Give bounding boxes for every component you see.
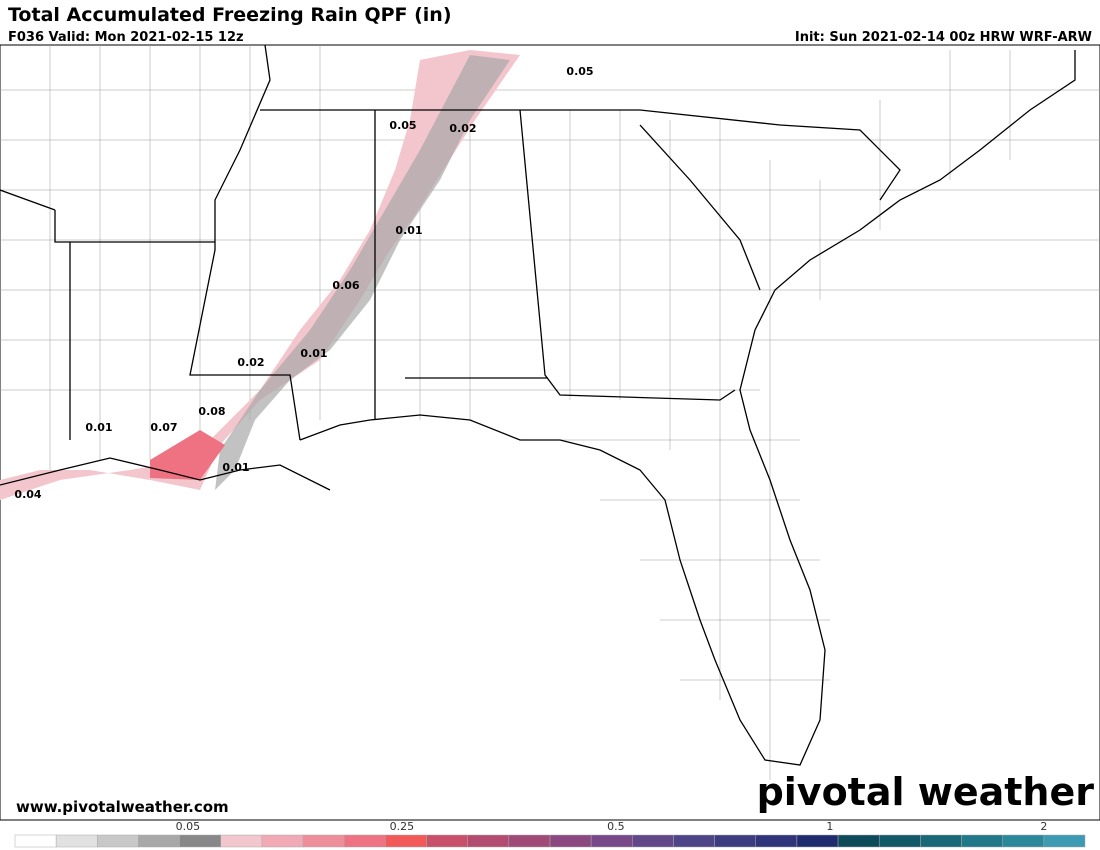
colorbar-box [302, 834, 345, 848]
colorbar-box [755, 834, 798, 848]
colorbar: 0.05 0.25 0.5 1 2 [14, 820, 1086, 848]
value-label: 0.08 [198, 405, 225, 418]
website: www.pivotalweather.com [16, 798, 229, 816]
colorbar-box [714, 834, 757, 848]
colorbar-box [549, 834, 592, 848]
colorbar-box [837, 834, 880, 848]
colorbar-box [467, 834, 510, 848]
value-label: 0.05 [389, 119, 416, 132]
value-label: 0.01 [222, 461, 249, 474]
value-label: 0.02 [449, 122, 476, 135]
colorbar-box [508, 834, 551, 848]
colorbar-box [220, 834, 263, 848]
colorbar-box [179, 834, 222, 848]
value-label: 0.02 [237, 356, 264, 369]
colorbar-box [343, 834, 386, 848]
colorbar-tick-label: 0.05 [176, 820, 201, 833]
colorbar-box [796, 834, 839, 848]
colorbar-box [1043, 834, 1086, 848]
colorbar-box [14, 834, 57, 848]
value-label: 0.01 [300, 347, 327, 360]
colorbar-box [590, 834, 633, 848]
colorbar-tick-label: 0.5 [607, 820, 625, 833]
colorbar-box [261, 834, 304, 848]
value-label: 0.04 [14, 488, 41, 501]
value-label: 0.01 [85, 421, 112, 434]
colorbar-box [97, 834, 139, 848]
colorbar-tick-label: 0.25 [390, 820, 415, 833]
valid-time: F036 Valid: Mon 2021-02-15 12z [8, 30, 244, 45]
map-area: 0.05 0.05 0.02 0.01 0.06 0.01 0.02 0.08 … [0, 44, 1100, 821]
value-label: 0.06 [332, 279, 359, 292]
value-label: 0.07 [150, 421, 177, 434]
colorbar-box [673, 834, 715, 848]
init-time: Init: Sun 2021-02-14 00z HRW WRF-ARW [795, 30, 1092, 45]
point-labels: 0.05 0.05 0.02 0.01 0.06 0.01 0.02 0.08 … [14, 65, 593, 501]
colorbar-box [385, 834, 427, 848]
colorbar-box [961, 834, 1003, 848]
logo: pivotal weather [757, 770, 1095, 814]
colorbar-box [1002, 834, 1045, 848]
colorbar-box [878, 834, 921, 848]
colorbar-box [426, 834, 468, 848]
colorbar-tick-label: 1 [826, 820, 833, 833]
borders [0, 44, 1076, 766]
colorbar-box [920, 834, 962, 848]
value-label: 0.01 [395, 224, 422, 237]
colorbar-tick-label: 2 [1040, 820, 1047, 833]
heavy-band [150, 430, 225, 480]
title: Total Accumulated Freezing Rain QPF (in) [8, 4, 452, 26]
light-rain-band [215, 55, 510, 490]
colorbar-box [632, 834, 674, 848]
value-label: 0.05 [566, 65, 593, 78]
colorbar-box [55, 834, 98, 848]
colorbar-box [138, 834, 180, 848]
